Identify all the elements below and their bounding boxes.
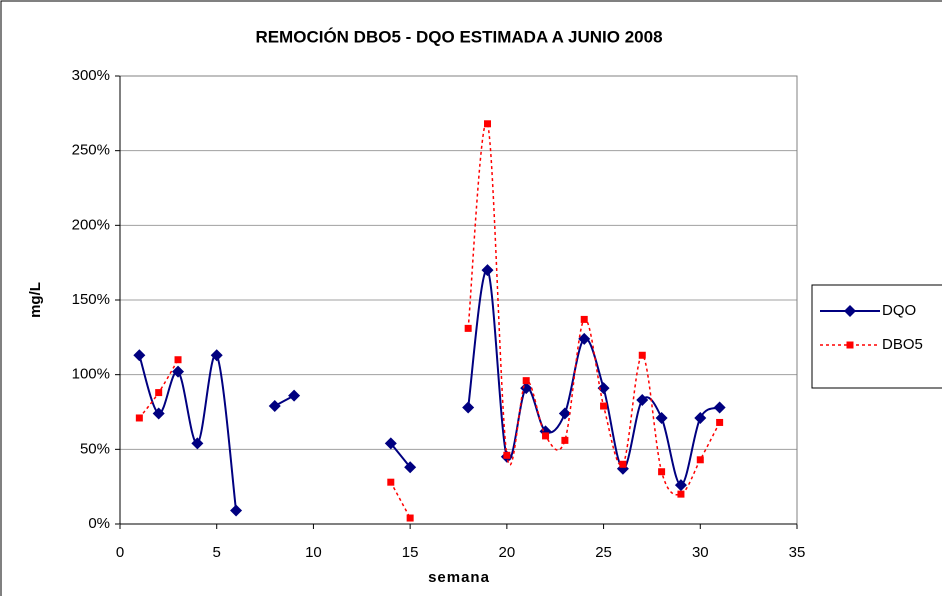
x-tick-label: 5 — [213, 544, 221, 561]
marker — [406, 514, 414, 522]
marker — [638, 351, 646, 359]
y-tick-label: 100% — [72, 366, 110, 383]
marker — [268, 400, 281, 413]
marker — [674, 479, 687, 492]
marker — [387, 478, 395, 486]
marker — [481, 264, 494, 277]
marker — [658, 468, 666, 476]
legend-label: DBO5 — [882, 336, 923, 353]
marker — [174, 356, 182, 364]
legend-box — [811, 284, 942, 389]
marker — [619, 460, 627, 468]
marker — [580, 315, 588, 323]
legend-marker — [846, 341, 854, 349]
marker — [522, 377, 530, 385]
marker — [384, 437, 397, 450]
marker — [191, 437, 204, 450]
x-axis-label: semana — [428, 569, 490, 586]
x-tick-label: 25 — [595, 544, 612, 561]
y-tick-label: 0% — [88, 515, 110, 532]
y-tick-label: 200% — [72, 216, 110, 233]
marker — [503, 451, 511, 459]
x-tick-label: 35 — [789, 544, 806, 561]
marker — [655, 411, 668, 424]
marker — [542, 432, 550, 440]
y-tick-label: 50% — [80, 440, 110, 457]
marker — [210, 349, 223, 362]
x-tick-label: 30 — [692, 544, 709, 561]
marker — [558, 407, 571, 420]
marker — [561, 436, 569, 444]
legend-marker — [844, 305, 856, 317]
marker — [152, 407, 165, 420]
y-tick-label: 300% — [72, 67, 110, 84]
x-tick-label: 0 — [116, 544, 124, 561]
marker — [716, 418, 724, 426]
x-tick-label: 15 — [402, 544, 419, 561]
chart-title: REMOCIÓN DBO5 - DQO ESTIMADA A JUNIO 200… — [255, 27, 662, 46]
marker — [172, 365, 185, 378]
marker — [135, 414, 143, 422]
y-tick-label: 250% — [72, 142, 110, 159]
y-axis-label: mg/L — [27, 282, 44, 318]
marker — [677, 490, 685, 498]
marker — [636, 394, 649, 407]
marker — [600, 402, 608, 410]
marker — [713, 401, 726, 414]
x-tick-label: 20 — [499, 544, 516, 561]
marker — [155, 389, 163, 397]
marker — [230, 504, 243, 517]
marker — [462, 401, 475, 414]
marker — [404, 461, 417, 474]
marker — [597, 382, 610, 395]
legend-label: DQO — [882, 302, 916, 319]
marker — [288, 389, 301, 402]
marker — [464, 324, 472, 332]
marker — [133, 349, 146, 362]
x-tick-label: 10 — [305, 544, 322, 561]
marker — [578, 332, 591, 345]
marker — [484, 120, 492, 128]
marker — [696, 456, 704, 464]
marker — [694, 411, 707, 424]
y-tick-label: 150% — [72, 291, 110, 308]
series-line — [138, 269, 721, 511]
